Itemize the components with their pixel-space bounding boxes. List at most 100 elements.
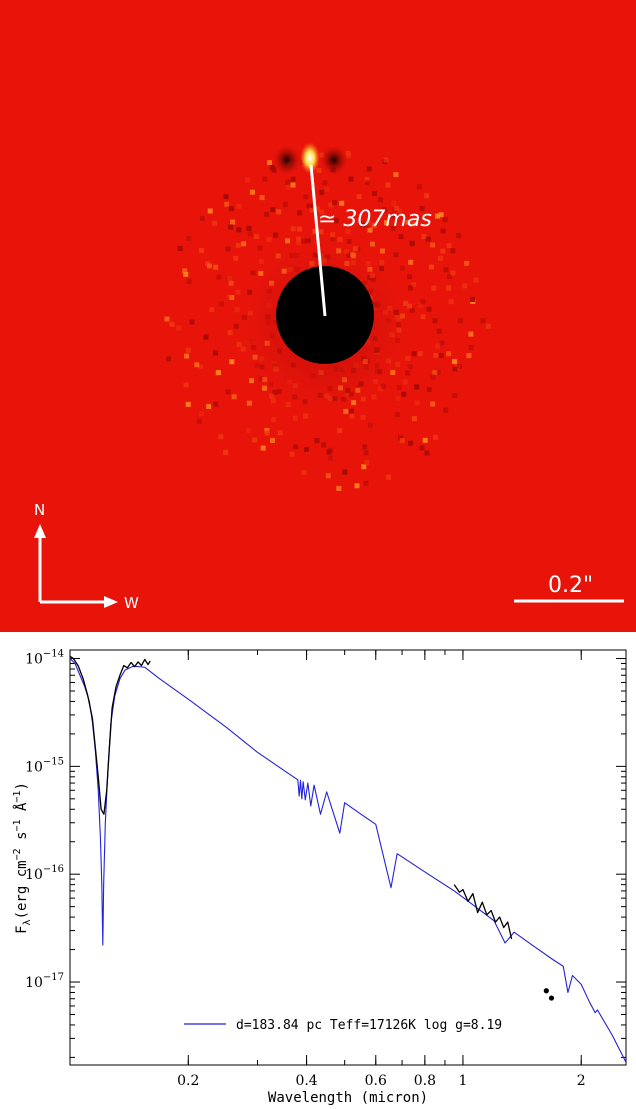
speckle-pixel (236, 227, 242, 233)
speckle-pixel (228, 224, 234, 230)
speckle-pixel (314, 438, 320, 444)
speckle-pixel (230, 219, 236, 225)
speckle-pixel (229, 359, 235, 365)
speckle-pixel (419, 445, 425, 451)
speckle-pixel (430, 401, 436, 407)
speckle-pixel (229, 206, 234, 212)
speckle-pixel (436, 328, 442, 334)
speckle-pixel (219, 301, 225, 307)
speckle-pixel (264, 430, 270, 436)
compass-north-label: N (34, 501, 45, 519)
speckle-pixel (470, 297, 475, 302)
speckle-pixel (185, 401, 191, 407)
speckle-pixel (432, 318, 438, 324)
speckle-pixel (225, 246, 231, 252)
speckle-pixel (303, 194, 309, 200)
photometry-point (543, 988, 549, 994)
speckle-pixel (249, 189, 255, 195)
speckle-pixel (363, 480, 369, 486)
speckle-pixel (428, 264, 434, 270)
speckle-pixel (212, 220, 218, 226)
companion-negative-lobe-right (320, 145, 348, 175)
speckle-pixel (390, 213, 396, 219)
speckle-pixel (402, 379, 408, 385)
speckle-pixel (177, 246, 183, 251)
speckle-pixel (399, 438, 405, 444)
speckle-pixel (414, 384, 420, 390)
speckle-pixel (342, 469, 348, 475)
speckle-pixel (189, 319, 195, 325)
speckle-pixel (321, 442, 327, 448)
speckle-pixel (450, 248, 456, 254)
speckle-pixel (271, 167, 277, 173)
speckle-pixel (207, 263, 212, 269)
speckle-pixel (223, 194, 229, 200)
speckle-pixel (231, 394, 237, 400)
speckle-pixel (186, 279, 192, 284)
legend: d=183.84 pc Teff=17126K log g=8.19 (184, 1018, 502, 1033)
speckle-pixel (267, 160, 272, 166)
speckle-pixel (438, 353, 444, 358)
speckle-pixel (422, 437, 428, 443)
speckle-pixel (457, 318, 463, 324)
speckle-pixel (224, 201, 230, 207)
speckle-pixel (407, 364, 413, 370)
speckle-pixel (316, 168, 322, 173)
speckle-pixel (273, 232, 279, 238)
speckle-pixel (176, 325, 182, 331)
speckle-pixel (430, 242, 436, 248)
compass-north-arrowhead-icon (34, 524, 46, 538)
speckle-pixel (401, 391, 407, 397)
speckle-pixel (435, 213, 441, 219)
speckle-pixel (386, 474, 392, 480)
speckle-pixel (198, 364, 204, 370)
speckle-pixel (384, 220, 390, 226)
speckle-pixel (252, 437, 258, 443)
speckle-pixel (450, 270, 456, 276)
speckle-pixel (399, 265, 405, 271)
y-tick-label: 10−15 (25, 756, 64, 775)
speckle-pixel (364, 460, 370, 466)
speckle-pixel (396, 208, 402, 214)
x-tick-label: 0.2 (177, 1073, 199, 1089)
x-tick-label: 0.8 (414, 1073, 436, 1089)
speckle-pixel (442, 217, 448, 223)
speckle-pixel (247, 231, 253, 237)
speckle-pixel (196, 418, 202, 424)
speckle-pixel (285, 179, 291, 185)
speckle-pixel (448, 299, 454, 305)
speckle-pixel (229, 295, 235, 300)
speckle-pixel (391, 200, 397, 206)
compass: N W (34, 501, 139, 612)
model-spectrum-line (69, 658, 627, 1063)
speckle-pixel (446, 351, 452, 357)
y-tick-label: 10−14 (25, 649, 64, 668)
speckle-pixel (194, 362, 200, 368)
speckle-pixel (306, 203, 312, 209)
speckle-pixel (233, 255, 239, 261)
speckle-pixel (339, 200, 345, 206)
speckle-pixel (365, 220, 371, 226)
speckle-pixel (235, 242, 241, 248)
speckle-pixel (425, 236, 431, 242)
speckle-pixel (440, 248, 446, 254)
speckle-pixel (452, 393, 458, 399)
speckle-pixel (236, 203, 242, 209)
speckle-pixel (452, 359, 458, 364)
speckle-pixel (241, 241, 247, 247)
speckle-pixel (466, 353, 472, 359)
speckle-pixel (296, 226, 302, 232)
speckle-pixel (426, 306, 432, 312)
speckle-pixel (304, 447, 310, 453)
speckle-pixel (271, 417, 277, 423)
speckle-pixel (414, 400, 420, 406)
speckle-pixel (456, 233, 462, 239)
speckle-pixel (393, 205, 399, 211)
compass-west-label: W (124, 594, 139, 612)
speckle-pixel (218, 434, 224, 440)
speckle-pixel (199, 216, 205, 221)
speckle-pixel (183, 382, 189, 388)
speckle-pixel (419, 206, 425, 211)
speckle-pixel (246, 225, 252, 231)
sed-chart: 0.2 0.4 0.6 0.8 1 2 10−14 10−15 10−16 10−17 d=183… (12, 649, 627, 1106)
